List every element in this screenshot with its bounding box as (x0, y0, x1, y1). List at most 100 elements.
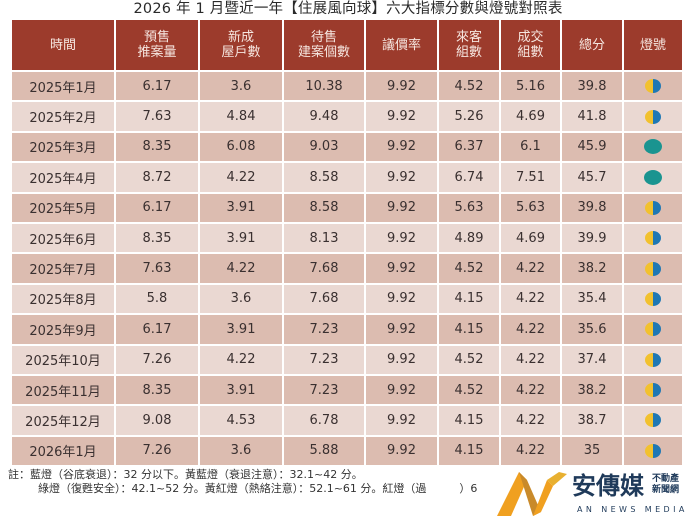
cell-bargain: 9.92 (364, 161, 439, 194)
legend-note-line-2: 綠燈（復甦安全）：42.1~52 分。黃紅燈（熱絡注意）：52.1~61 分。紅… (38, 482, 478, 495)
cell-presale: 5.8 (114, 282, 200, 316)
yellow-blue-lamp-icon (645, 383, 661, 398)
table-row: 2025年12月 9.08 4.53 6.78 9.92 4.15 4.22 38.7 (10, 404, 684, 437)
cell-bargain: 9.92 (364, 221, 439, 255)
table-row: 2025年2月 7.63 4.84 9.48 9.92 5.26 4.69 41.8 (10, 100, 684, 133)
table-row: 2025年10月 7.26 4.22 7.23 9.92 4.52 4.22 37.4 (10, 343, 684, 376)
table-row: 2025年7月 7.63 4.22 7.68 9.92 4.52 4.22 38.2 (10, 252, 684, 285)
cell-total: 38.2 (560, 252, 624, 285)
cell-unsold: 7.23 (282, 313, 366, 346)
header-unsold: 待售 建案個數 (282, 18, 366, 72)
cell-new-units: 4.84 (198, 100, 284, 133)
cell-deals: 4.22 (499, 373, 562, 407)
cell-visitors: 5.63 (437, 191, 501, 224)
cell-unsold: 7.23 (282, 343, 366, 376)
cell-deals: 4.22 (499, 434, 562, 468)
cell-deals: 5.16 (499, 69, 562, 103)
yellow-blue-lamp-icon (645, 413, 661, 428)
header-bargain: 議價率 (364, 18, 439, 72)
header-presale: 預售 推案量 (114, 18, 200, 72)
cell-new-units: 3.6 (198, 69, 284, 103)
cell-new-units: 3.91 (198, 221, 284, 255)
cell-total: 45.9 (560, 130, 624, 164)
cell-visitors: 4.15 (437, 282, 501, 316)
cell-unsold: 8.58 (282, 161, 366, 194)
cell-new-units: 3.91 (198, 313, 284, 346)
header-lamp: 燈號 (622, 18, 684, 72)
cell-lamp (622, 434, 684, 468)
green-lamp-icon (644, 139, 662, 155)
cell-unsold: 7.68 (282, 252, 366, 285)
header-visitors: 來客 組數 (437, 18, 501, 72)
cell-bargain: 9.92 (364, 191, 439, 224)
cell-time: 2025年4月 (10, 161, 116, 194)
yellow-blue-lamp-icon (645, 261, 661, 276)
cell-visitors: 6.74 (437, 161, 501, 194)
cell-bargain: 9.92 (364, 69, 439, 103)
cell-lamp (622, 161, 684, 194)
cell-bargain: 9.92 (364, 282, 439, 316)
yellow-blue-lamp-icon (645, 291, 661, 306)
table-row: 2025年11月 8.35 3.91 7.23 9.92 4.52 4.22 38.2 (10, 373, 684, 407)
cell-time: 2025年2月 (10, 100, 116, 133)
cell-new-units: 4.53 (198, 404, 284, 437)
cell-total: 35 (560, 434, 624, 468)
cell-unsold: 7.68 (282, 282, 366, 316)
cell-visitors: 4.52 (437, 252, 501, 285)
cell-unsold: 9.03 (282, 130, 366, 164)
header-time: 時間 (10, 18, 116, 72)
cell-presale: 6.17 (114, 313, 200, 346)
cell-lamp (622, 252, 684, 285)
logo-subtitle: 不動產 新聞網 (652, 474, 680, 495)
cell-presale: 6.17 (114, 191, 200, 224)
table-row: 2025年6月 8.35 3.91 8.13 9.92 4.89 4.69 39.9 (10, 221, 684, 255)
cell-deals: 4.22 (499, 404, 562, 437)
table-row: 2025年8月 5.8 3.6 7.68 9.92 4.15 4.22 35.4 (10, 282, 684, 316)
cell-visitors: 4.52 (437, 343, 501, 376)
cell-bargain: 9.92 (364, 313, 439, 346)
cell-unsold: 8.13 (282, 221, 366, 255)
legend-note-line-1: 註：藍燈（谷底衰退）：32 分以下。黃藍燈（衰退注意）：32.1~42 分。 (8, 468, 363, 481)
cell-presale: 8.72 (114, 161, 200, 194)
cell-presale: 9.08 (114, 404, 200, 437)
cell-unsold: 6.78 (282, 404, 366, 437)
cell-total: 35.6 (560, 313, 624, 346)
header-new-units: 新成 屋戶數 (198, 18, 284, 72)
yellow-blue-lamp-icon (645, 352, 661, 367)
cell-new-units: 4.22 (198, 343, 284, 376)
cell-unsold: 5.88 (282, 434, 366, 468)
yellow-blue-lamp-icon (645, 231, 661, 246)
header-total: 總分 (560, 18, 624, 72)
table-row: 2025年1月 6.17 3.6 10.38 9.92 4.52 5.16 39.8 (10, 69, 684, 103)
cell-time: 2025年1月 (10, 69, 116, 103)
cell-presale: 7.63 (114, 252, 200, 285)
cell-deals: 4.69 (499, 221, 562, 255)
cell-time: 2025年5月 (10, 191, 116, 224)
cell-bargain: 9.92 (364, 404, 439, 437)
cell-deals: 4.69 (499, 100, 562, 133)
cell-bargain: 9.92 (364, 343, 439, 376)
cell-total: 39.8 (560, 69, 624, 103)
cell-lamp (622, 313, 684, 346)
table-row: 2025年3月 8.35 6.08 9.03 9.92 6.37 6.1 45.9 (10, 130, 684, 164)
table-row: 2026年1月 7.26 3.6 5.88 9.92 4.15 4.22 35 (10, 434, 684, 468)
cell-presale: 8.35 (114, 373, 200, 407)
cell-lamp (622, 373, 684, 407)
cell-time: 2025年6月 (10, 221, 116, 255)
cell-time: 2025年9月 (10, 313, 116, 346)
cell-unsold: 10.38 (282, 69, 366, 103)
cell-lamp (622, 130, 684, 164)
cell-visitors: 4.15 (437, 434, 501, 468)
cell-deals: 7.51 (499, 161, 562, 194)
an-news-media-logo: 安傳媒 不動產 新聞網 AN NEWS MEDIA (497, 470, 696, 520)
cell-new-units: 3.6 (198, 434, 284, 468)
yellow-blue-lamp-icon (645, 443, 661, 458)
logo-chinese-name: 安傳媒 (572, 471, 644, 500)
cell-deals: 4.22 (499, 282, 562, 316)
logo-english-name: AN NEWS MEDIA (577, 505, 688, 514)
table-row: 2025年4月 8.72 4.22 8.58 9.92 6.74 7.51 45.7 (10, 161, 684, 194)
legend-note: 註：藍燈（谷底衰退）：32 分以下。黃藍燈（衰退注意）：32.1~42 分。 綠… (8, 468, 477, 496)
cell-visitors: 4.15 (437, 313, 501, 346)
cell-time: 2026年1月 (10, 434, 116, 468)
cell-total: 39.9 (560, 221, 624, 255)
